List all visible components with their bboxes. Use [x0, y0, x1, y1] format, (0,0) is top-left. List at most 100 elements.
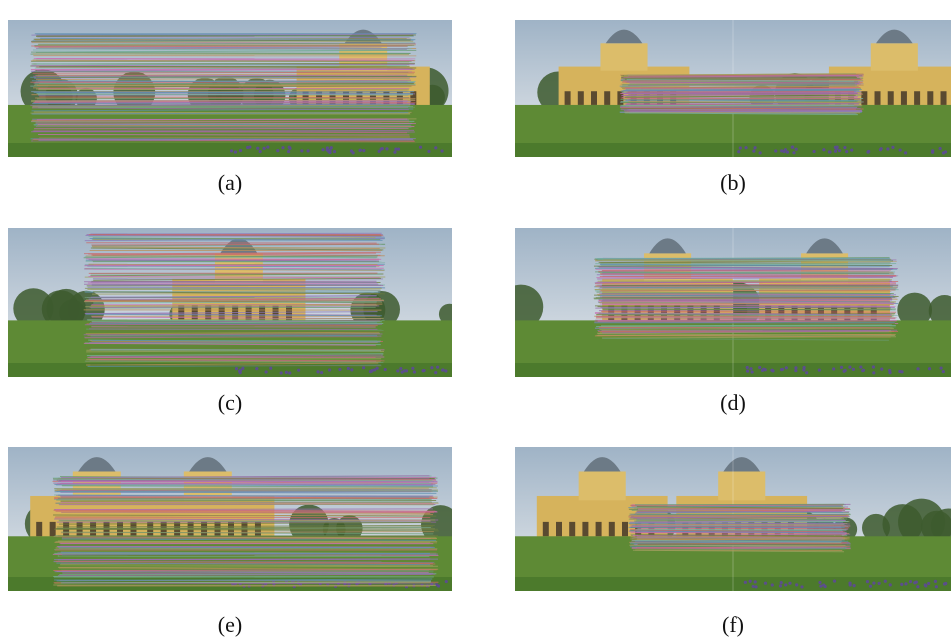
arch — [596, 522, 602, 536]
flower — [828, 150, 831, 153]
flower — [886, 147, 889, 150]
flower — [297, 369, 300, 372]
flower — [739, 146, 742, 149]
arch — [578, 91, 584, 105]
flower — [794, 366, 797, 369]
match-line — [600, 276, 897, 277]
building-center — [718, 471, 765, 500]
flower — [942, 151, 945, 154]
flower — [256, 147, 259, 150]
flower — [269, 367, 272, 370]
flower — [900, 370, 903, 373]
flower — [737, 150, 740, 153]
flower — [819, 584, 822, 587]
flower — [843, 370, 846, 373]
flower — [384, 368, 387, 371]
flower — [288, 371, 291, 374]
flower — [838, 149, 841, 152]
flower — [866, 580, 869, 583]
flower — [393, 151, 396, 154]
flower — [362, 366, 365, 369]
arch — [543, 522, 549, 536]
flower — [326, 146, 329, 149]
flower — [812, 150, 815, 153]
flower — [800, 585, 803, 588]
flower — [833, 579, 836, 582]
panel-image — [8, 20, 452, 157]
arch — [591, 91, 597, 105]
flower — [316, 370, 319, 373]
flower — [880, 147, 883, 150]
flower — [401, 371, 404, 374]
panel-caption: (a) — [8, 170, 452, 196]
flower — [230, 149, 233, 152]
arch — [609, 522, 615, 536]
flower — [430, 366, 433, 369]
flower — [803, 366, 806, 369]
flower — [749, 367, 752, 370]
flower — [248, 145, 251, 148]
flower — [385, 147, 388, 150]
flower — [915, 581, 918, 584]
flower — [878, 582, 881, 585]
match-line — [57, 491, 437, 492]
flower — [333, 150, 336, 153]
flower — [866, 151, 869, 154]
flower — [259, 150, 262, 153]
flower — [872, 371, 875, 374]
flower — [880, 368, 883, 371]
flower — [794, 369, 797, 372]
flower — [287, 150, 290, 153]
panel-image — [515, 228, 951, 377]
flower — [935, 585, 938, 588]
arch — [556, 522, 562, 536]
flower — [405, 369, 408, 372]
flower — [441, 368, 444, 371]
flower — [419, 146, 422, 149]
arch — [888, 91, 894, 105]
match-line — [89, 329, 377, 330]
flower — [371, 369, 374, 372]
figure-panel: (f) — [515, 447, 951, 638]
flower — [376, 367, 379, 370]
flower — [939, 366, 942, 369]
flower — [843, 146, 846, 149]
flower — [862, 369, 865, 372]
flower — [762, 368, 765, 371]
building-center — [579, 471, 626, 500]
match-line — [601, 290, 891, 291]
panel-caption: (f) — [515, 612, 951, 638]
flower — [285, 371, 288, 374]
flower — [350, 368, 353, 371]
flower — [832, 367, 835, 370]
flower — [238, 370, 241, 373]
panel-caption: (b) — [515, 170, 951, 196]
panel-caption: (d) — [515, 390, 951, 416]
flower — [749, 580, 752, 583]
flower — [824, 585, 827, 588]
flower — [928, 367, 931, 370]
flower — [818, 368, 821, 371]
flower — [437, 584, 440, 587]
arch — [901, 91, 907, 105]
arch — [582, 522, 588, 536]
flower — [427, 150, 430, 153]
flower — [927, 582, 930, 585]
flower — [328, 368, 331, 371]
flower — [850, 148, 853, 151]
flower — [786, 151, 789, 154]
flower — [347, 367, 350, 370]
match-line — [636, 529, 846, 530]
flower — [822, 148, 825, 151]
match-line — [621, 98, 861, 99]
arch — [914, 91, 920, 105]
flower — [280, 371, 283, 374]
flower — [884, 580, 887, 583]
flower — [394, 148, 397, 151]
flower — [848, 366, 851, 369]
arch — [565, 91, 571, 105]
flower — [888, 371, 891, 374]
flower — [853, 584, 856, 587]
flower — [944, 582, 947, 585]
building-center — [871, 43, 918, 70]
